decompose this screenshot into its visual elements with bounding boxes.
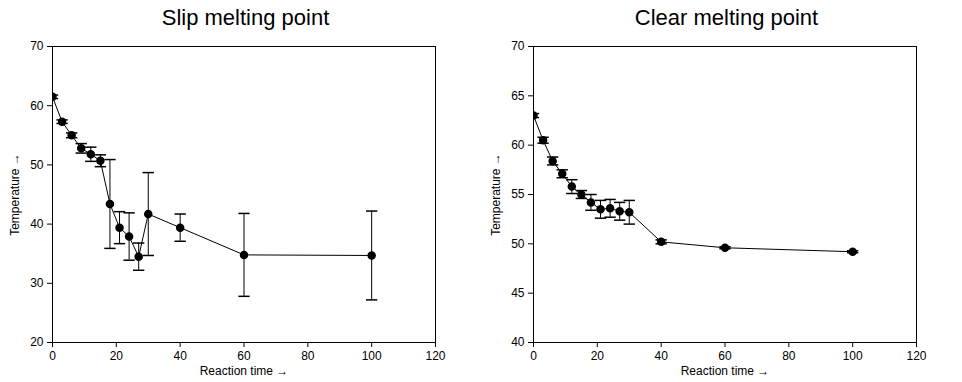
html-text:Slip melting point: Slip melting point — [161, 5, 330, 30]
svg-text:80: 80 — [782, 349, 796, 363]
svg-text:55: 55 — [511, 187, 525, 201]
svg-text:60: 60 — [718, 349, 732, 363]
svg-text:60: 60 — [237, 349, 251, 363]
svg-text:Temperature →: Temperature → — [8, 153, 22, 236]
svg-text:45: 45 — [511, 286, 525, 300]
svg-text:70: 70 — [511, 39, 525, 53]
svg-text:70: 70 — [30, 39, 44, 53]
svg-text:60: 60 — [511, 138, 525, 152]
svg-text:65: 65 — [511, 89, 525, 103]
svg-text:20: 20 — [591, 349, 605, 363]
svg-text:Temperature →: Temperature → — [489, 153, 503, 236]
svg-text:60: 60 — [30, 99, 44, 113]
svg-text:100: 100 — [362, 349, 382, 363]
svg-text:80: 80 — [301, 349, 315, 363]
svg-text:Reaction time →: Reaction time → — [681, 364, 770, 378]
svg-text:120: 120 — [425, 349, 445, 363]
svg-text:40: 40 — [654, 349, 668, 363]
svg-text:50: 50 — [30, 158, 44, 172]
svg-text:50: 50 — [511, 237, 525, 251]
svg-text:40: 40 — [30, 217, 44, 231]
svg-text:0: 0 — [49, 349, 56, 363]
svg-text:100: 100 — [843, 349, 863, 363]
svg-text:40: 40 — [173, 349, 187, 363]
svg-text:40: 40 — [511, 335, 525, 349]
svg-text:120: 120 — [906, 349, 926, 363]
svg-text:30: 30 — [30, 276, 44, 290]
svg-text:20: 20 — [110, 349, 124, 363]
html-text:Clear melting point: Clear melting point — [634, 5, 819, 30]
svg-text:Reaction time →: Reaction time → — [200, 364, 289, 378]
svg-text:0: 0 — [530, 349, 537, 363]
svg-text:20: 20 — [30, 335, 44, 349]
